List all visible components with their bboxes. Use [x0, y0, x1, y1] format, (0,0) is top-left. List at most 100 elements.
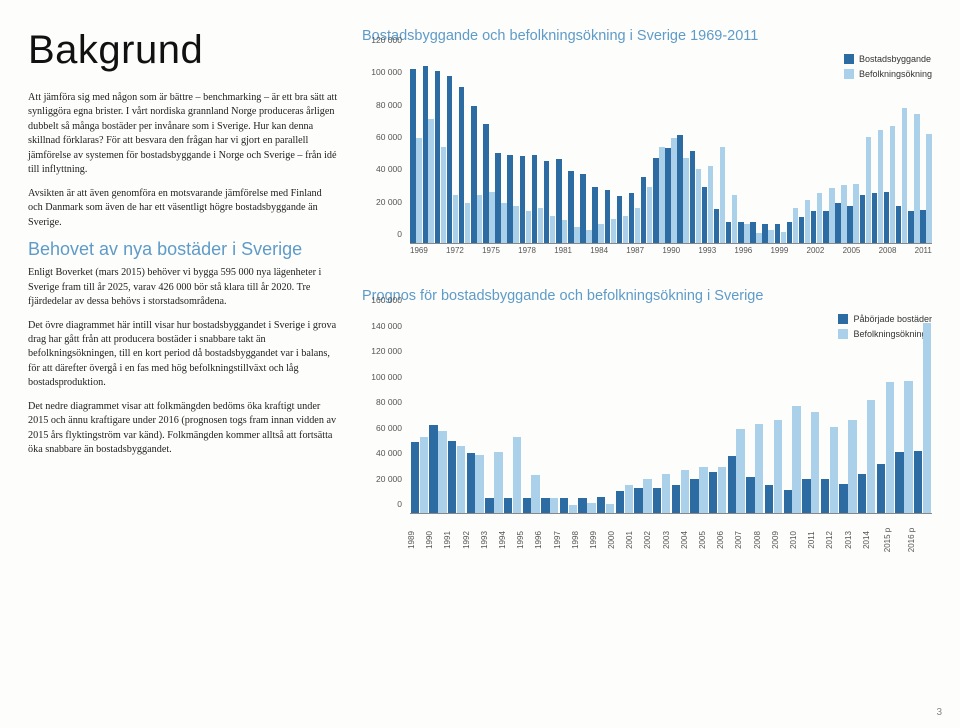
- bar-group: [495, 50, 507, 243]
- bar-group: [883, 50, 895, 243]
- bar-bostads: [423, 66, 428, 243]
- x-label: [725, 246, 734, 270]
- bar-bostads: [410, 69, 415, 243]
- bar-bostads: [677, 135, 682, 243]
- bar-group: [714, 50, 726, 243]
- bar-bostads: [811, 211, 816, 243]
- x-label: 1993: [698, 246, 716, 270]
- y-tick: 60 000: [376, 423, 402, 433]
- x-label: [869, 246, 878, 270]
- y-tick: 120 000: [371, 346, 402, 356]
- bar-paborjade: [485, 498, 493, 513]
- bar-bostads: [580, 174, 585, 243]
- x-label: 1999: [770, 246, 788, 270]
- bar-group: [750, 50, 762, 243]
- bar-group: [522, 310, 541, 513]
- y-tick: 40 000: [376, 164, 402, 174]
- bar-befolk: [457, 446, 465, 513]
- x-label: [581, 246, 590, 270]
- bar-group: [671, 310, 690, 513]
- x-label: 1981: [554, 246, 572, 270]
- y-tick: 80 000: [376, 100, 402, 110]
- chart-1-xlabels: 1969197219751978198119841987199019931996…: [410, 246, 932, 270]
- x-label: [473, 246, 482, 270]
- bar-paborjade: [653, 488, 661, 513]
- x-label: 1996: [734, 246, 752, 270]
- x-label: 1978: [518, 246, 536, 270]
- bar-group: [665, 50, 677, 243]
- bar-befolk: [683, 158, 688, 243]
- x-label: [788, 246, 797, 270]
- y-tick: 60 000: [376, 132, 402, 142]
- bar-befolk: [817, 193, 822, 243]
- bar-group: [641, 50, 653, 243]
- bar-befolk: [662, 474, 670, 513]
- x-label: 2008: [879, 246, 897, 270]
- bar-group: [708, 310, 727, 513]
- bar-group: [820, 310, 839, 513]
- bar-group: [556, 50, 568, 243]
- bar-group: [483, 50, 495, 243]
- bar-bostads: [435, 71, 440, 243]
- bar-befolk: [550, 498, 558, 513]
- bar-bostads: [702, 187, 707, 243]
- bar-group: [466, 310, 485, 513]
- y-tick: 20 000: [376, 474, 402, 484]
- bar-group: [726, 50, 738, 243]
- bar-paborjade: [411, 442, 419, 513]
- bar-bostads: [860, 195, 865, 243]
- bar-bostads: [495, 153, 500, 243]
- x-label: [653, 246, 662, 270]
- bar-befolk: [878, 130, 883, 243]
- bar-group: [839, 310, 858, 513]
- left-column: Bakgrund Att jämföra sig med någon som ä…: [28, 28, 338, 558]
- bar-befolk: [428, 119, 433, 243]
- x-label: 2015 p: [883, 528, 907, 552]
- x-label: [536, 246, 545, 270]
- body-text: Att jämföra sig med någon som är bättre …: [28, 91, 338, 458]
- bar-group: [616, 50, 628, 243]
- bar-group: [913, 310, 932, 513]
- bar-group: [544, 50, 556, 243]
- page-number: 3: [936, 707, 942, 718]
- bar-befolk: [732, 195, 737, 243]
- bar-group: [596, 310, 615, 513]
- bar-group: [422, 50, 434, 243]
- chart-2-xlabels: 1989199019911992199319941995199619971998…: [410, 516, 932, 540]
- paragraph-1: Att jämföra sig med någon som är bättre …: [28, 91, 338, 178]
- x-label: [896, 246, 905, 270]
- bar-befolk: [886, 382, 894, 513]
- bar-group: [540, 310, 559, 513]
- bar-befolk: [681, 470, 689, 513]
- bar-group: [895, 310, 914, 513]
- bar-bostads: [544, 161, 549, 243]
- y-tick: 0: [397, 229, 402, 239]
- bar-group: [746, 310, 765, 513]
- x-label: [689, 246, 698, 270]
- bar-group: [568, 50, 580, 243]
- x-label: [617, 246, 626, 270]
- y-tick: 140 000: [371, 321, 402, 331]
- x-label: [644, 246, 653, 270]
- bar-befolk: [890, 126, 895, 243]
- bar-bostads: [532, 155, 537, 243]
- chart-2-yaxis: 020 00040 00060 00080 000100 000120 0001…: [362, 310, 406, 514]
- bar-befolk: [501, 203, 506, 243]
- bar-paborjade: [616, 491, 624, 513]
- bar-group: [434, 50, 446, 243]
- bar-befolk: [531, 475, 539, 513]
- bar-bostads: [762, 224, 767, 243]
- x-label: 1969: [410, 246, 428, 270]
- bar-bostads: [556, 159, 561, 243]
- bar-befolk: [805, 200, 810, 243]
- bar-bostads: [738, 222, 743, 243]
- page: Bakgrund Att jämföra sig med någon som ä…: [0, 0, 960, 578]
- bar-befolk: [718, 467, 726, 513]
- bar-befolk: [853, 184, 858, 243]
- bar-befolk: [550, 216, 555, 243]
- bar-befolk: [736, 429, 744, 513]
- bar-paborjade: [858, 474, 866, 513]
- bar-befolk: [768, 230, 773, 243]
- bar-group: [580, 50, 592, 243]
- bar-group: [799, 50, 811, 243]
